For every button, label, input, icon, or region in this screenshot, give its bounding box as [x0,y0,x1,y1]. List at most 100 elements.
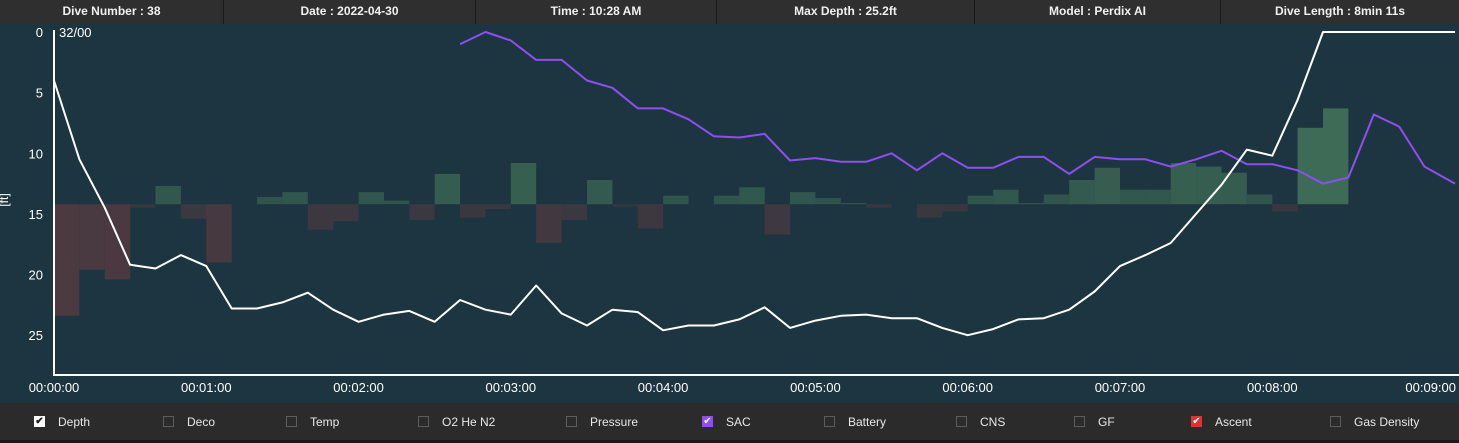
ascent-bar [1221,172,1247,205]
legend-item-temp[interactable]: Temp [286,403,339,440]
ascent-bar [1323,108,1349,205]
legend-bottom-border [0,440,1459,443]
ascent-bar [1145,189,1171,205]
ascent-bar [587,180,613,205]
ascent-bar [1170,163,1197,205]
legend-checkbox-temp[interactable] [286,416,297,427]
ascent-bar [1069,180,1095,205]
x-tick-label: 00:03:00 [485,380,536,395]
x-tick-label: 00:09:00 [1405,380,1456,395]
ascent-bar [257,196,283,205]
x-tick-label: 00:04:00 [638,380,689,395]
ascent-bar [993,189,1019,205]
legend-item-o2-he-n2[interactable]: O2 He N2 [418,403,495,440]
ascent-bar [663,195,689,205]
legend-label: Depth [58,414,91,429]
ascent-bar [206,204,232,263]
ascent-bar [866,204,892,208]
series-legend: ✔ Depth Deco Temp O2 He N2 Pressure ✔ SAC Batter… [0,403,1459,440]
legend-label: Gas Density [1354,414,1420,429]
legend-checkbox-ascent[interactable]: ✔ [1191,415,1202,427]
depth-line [53,31,1455,337]
legend-item-cns[interactable]: CNS [956,403,1005,440]
legend-item-ascent[interactable]: ✔ Ascent [1191,403,1252,440]
ascent-bar [1094,167,1120,205]
axes [53,30,1459,376]
y-tick-label: 25 [29,328,43,343]
ascent-bar [434,173,461,205]
ascent-bar [612,204,638,207]
ascent-bar [764,204,791,235]
ascent-bar [1043,194,1070,205]
x-tick-labels: 00:00:00 00:01:00 00:02:00 00:03:00 00:04:00… [29,380,1456,395]
legend-checkbox-depth[interactable]: ✔ [34,415,45,427]
legend-item-sac[interactable]: ✔ SAC [702,403,751,440]
sac-line [459,31,1456,185]
ascent-bar [840,203,867,205]
y-tick-label: 15 [29,207,43,222]
legend-item-gas-density[interactable]: Gas Density [1330,403,1419,440]
legend-item-pressure[interactable]: Pressure [566,403,638,440]
legend-label: SAC [726,414,751,429]
ascent-bar [536,204,562,243]
x-tick-label: 00:05:00 [790,380,841,395]
dive-profile-chart[interactable]: 0 5 10 15 20 25 00:00:00 00:01:00 00:02:00 00:03… [0,24,1459,403]
legend-label: Battery [848,414,887,429]
ascent-bar [561,204,587,220]
dive-length: Dive Length : 8min 11s [1274,4,1406,18]
ascent-bar [155,186,181,205]
y-axis-label: [ft] [0,193,11,206]
ascent-bar [180,204,207,219]
ascent-bar [1246,194,1273,205]
legend-label: Ascent [1215,414,1252,429]
ascent-bar [1272,204,1298,212]
legend-item-depth[interactable]: ✔ Depth [34,403,90,440]
x-tick-label: 00:07:00 [1095,380,1146,395]
ascent-bar [1018,203,1044,205]
ascent-bar [510,163,537,205]
legend-checkbox-battery[interactable] [824,416,835,427]
ascent-bar [790,192,816,205]
y-tick-label: 5 [36,86,43,101]
ascent-bar [916,204,943,218]
legend-checkbox-cns[interactable] [956,416,967,427]
ascent-bar [485,204,511,210]
ascent-bar [79,204,105,270]
legend-item-battery[interactable]: Battery [824,403,886,440]
dive-computer-model: Model : Perdix AI [975,0,1221,24]
gas-mix-label: 32/00 [59,25,92,40]
ascent-series [54,108,1349,316]
ascent-bar [942,204,968,212]
ascent-bar [358,192,384,205]
legend-checkbox-sac[interactable]: ✔ [702,415,713,427]
y-tick-label: 20 [29,268,43,283]
ascent-bar [409,204,435,220]
ascent-bar [637,204,664,229]
x-tick-label: 00:02:00 [333,380,384,395]
ascent-bar [383,200,410,205]
x-tick-label: 00:06:00 [942,380,993,395]
y-tick-labels: 0 5 10 15 20 25 [29,25,43,343]
ascent-bar [307,204,334,230]
legend-checkbox-pressure[interactable] [566,416,577,427]
legend-label: Temp [310,414,340,429]
legend-checkbox-gf[interactable] [1074,416,1085,427]
dive-number: Dive Number : 38 [0,0,224,24]
dive-profile-plot[interactable]: 0 5 10 15 20 25 00:00:00 00:01:00 00:02:00 00:03… [0,24,1459,403]
legend-item-deco[interactable]: Deco [163,403,215,440]
dive-time: Time : 10:28 AM [476,0,717,24]
y-tick-label: 0 [36,25,43,40]
ascent-bar [967,195,994,205]
legend-checkbox-o2-he-n2[interactable] [418,416,429,427]
legend-checkbox-gas-density[interactable] [1330,416,1341,427]
ascent-bar [713,195,740,205]
legend-item-gf[interactable]: GF [1074,403,1115,440]
max-depth: Max Depth : 25.2ft [717,0,975,24]
legend-checkbox-deco[interactable] [163,416,174,427]
ascent-bar [460,204,486,218]
dive-date: Date : 2022-04-30 [224,0,476,24]
ascent-bar [333,204,359,222]
legend-label: Pressure [590,414,639,429]
y-tick-label: 10 [29,146,43,161]
ascent-bar [1120,189,1146,205]
